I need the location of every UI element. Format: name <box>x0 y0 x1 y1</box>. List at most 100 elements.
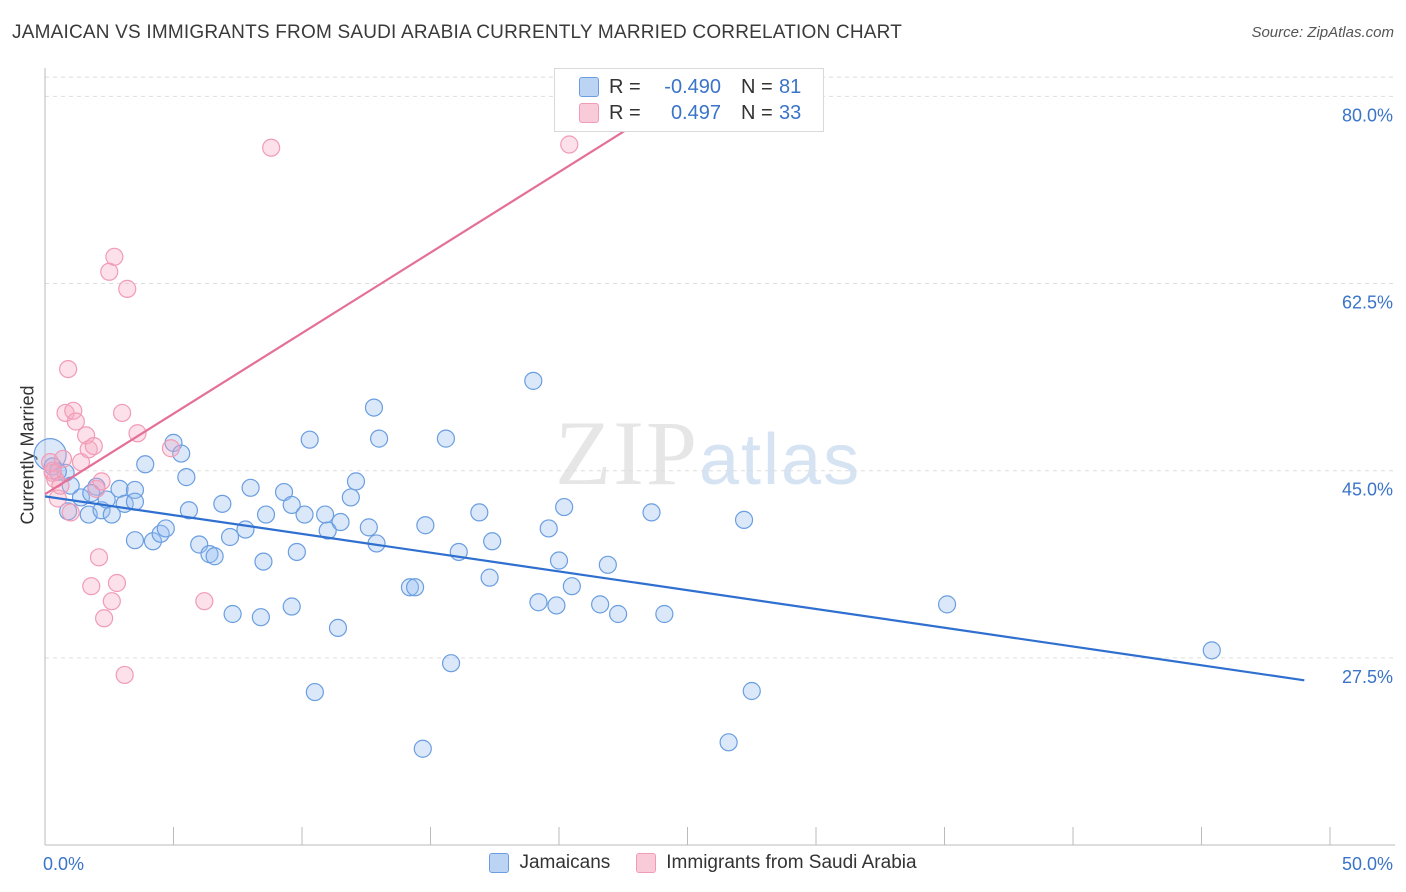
jamaicans-point <box>547 596 566 615</box>
jamaicans-point <box>179 501 199 520</box>
watermark-atlas: atlas <box>699 420 862 500</box>
n-label: N = <box>741 75 773 98</box>
n-value: 33 <box>779 101 802 124</box>
jamaicans-point <box>300 430 319 449</box>
jamaicans-point <box>236 520 255 539</box>
jamaicans-legend-swatch <box>489 853 510 873</box>
saudi-point <box>66 412 85 431</box>
jamaicans-point <box>555 497 574 517</box>
saudi-point <box>95 609 114 628</box>
jamaicans-point <box>400 578 420 597</box>
jamaicans-point <box>524 371 543 390</box>
legend-item-saudi: Immigrants from Saudi Arabia <box>636 852 917 874</box>
jamaicans-point <box>655 604 674 624</box>
jamaicans-point <box>470 503 489 522</box>
saudi-point <box>105 247 124 266</box>
jamaicans-point <box>341 488 360 507</box>
correlation-legend: R = -0.490 N = 81 R = 0.497 N = 33 <box>554 68 824 132</box>
legend-label-saudi: Immigrants from Saudi Arabia <box>666 852 917 873</box>
watermark: ZIPatlas <box>555 400 861 506</box>
jamaicans-swatch <box>579 77 599 97</box>
jamaicans-point <box>295 505 314 524</box>
jamaicans-point <box>282 495 301 515</box>
saudi-point <box>112 403 132 423</box>
jamaicans-point <box>480 568 499 587</box>
jamaicans-point <box>719 733 738 752</box>
jamaicans-point <box>305 682 324 702</box>
saudi-points <box>41 135 579 685</box>
y-tick-label: 80.0% <box>1342 105 1393 125</box>
tick-labels: 27.5% 45.0% 62.5% 80.0% 0.0% 50.0% <box>43 105 1393 874</box>
jamaicans-point <box>328 618 348 638</box>
jamaicans-point <box>256 505 276 524</box>
r-value: 0.497 <box>670 101 721 124</box>
y-tick-label: 45.0% <box>1342 480 1393 500</box>
legend-row-saudi: R = 0.497 N = 33 <box>579 100 801 126</box>
saudi-point <box>89 548 109 567</box>
jamaicans-point <box>318 521 337 540</box>
saudi-point <box>128 424 147 443</box>
jamaicans-point <box>413 739 432 758</box>
legend-item-jamaicans: Jamaicans <box>489 852 610 874</box>
jamaicans-point <box>331 512 350 532</box>
x-tick-label: 50.0% <box>1342 854 1393 874</box>
jamaicans-point <box>609 604 628 624</box>
axes <box>44 68 1395 846</box>
jamaicans-point <box>436 429 456 448</box>
jamaicans-point <box>416 516 435 535</box>
jamaicans-point <box>642 503 661 522</box>
jamaicans-point <box>562 577 581 596</box>
jamaicans-point <box>370 429 389 448</box>
jamaicans-point <box>346 472 366 491</box>
jamaicans-point <box>405 578 425 597</box>
source-label: Source: ZipAtlas.com <box>1251 24 1394 41</box>
legend-label-jamaicans: Jamaicans <box>519 852 611 873</box>
saudi-trend-line <box>44 101 671 496</box>
jamaicans-point <box>364 398 384 417</box>
jamaicans-point <box>254 552 273 571</box>
jamaicans-point <box>316 505 335 524</box>
x-tick-label: 0.0% <box>43 854 84 874</box>
jamaicans-point <box>251 608 270 627</box>
trend-lines <box>44 101 1305 682</box>
saudi-point <box>53 449 73 469</box>
saudi-point <box>115 665 134 685</box>
series-legend: Jamaicans Immigrants from Saudi Arabia <box>0 852 1406 874</box>
jamaicans-point <box>223 604 242 624</box>
y-tick-label: 27.5% <box>1342 667 1393 687</box>
jamaicans-point <box>591 595 610 614</box>
saudi-point <box>195 592 214 611</box>
jamaicans-point <box>483 532 502 551</box>
jamaicans-point <box>205 547 224 566</box>
jamaicans-point <box>136 455 155 474</box>
jamaicans-trend-line <box>44 495 1305 682</box>
legend-row-jamaicans: R = -0.490 N = 81 <box>579 74 801 100</box>
saudi-point <box>102 592 121 611</box>
r-label: R = <box>609 75 641 98</box>
r-value: -0.490 <box>664 75 721 98</box>
jamaicans-point <box>734 510 754 529</box>
saudi-point <box>59 359 78 379</box>
jamaicans-point <box>151 524 170 543</box>
saudi-point <box>82 577 101 596</box>
saudi-point <box>560 135 579 154</box>
chart-title: JAMAICAN VS IMMIGRANTS FROM SAUDI ARABIA… <box>12 22 903 43</box>
saudi-point <box>262 138 281 157</box>
jamaicans-point <box>1202 641 1221 660</box>
saudi-point <box>84 436 103 456</box>
saudi-point <box>92 472 111 491</box>
saudi-point <box>79 440 98 459</box>
jamaicans-point <box>937 595 957 614</box>
y-tick-label: 62.5% <box>1342 293 1393 313</box>
jamaicans-point <box>282 597 301 616</box>
jamaicans-point <box>359 518 378 537</box>
jamaicans-point <box>220 527 240 547</box>
jamaicans-point <box>125 531 145 550</box>
saudi-legend-swatch <box>636 853 657 873</box>
jamaicans-point <box>213 494 232 513</box>
saudi-point <box>61 503 80 522</box>
saudi-point <box>161 439 181 458</box>
jamaicans-point <box>441 654 461 673</box>
jamaicans-point <box>177 468 196 487</box>
